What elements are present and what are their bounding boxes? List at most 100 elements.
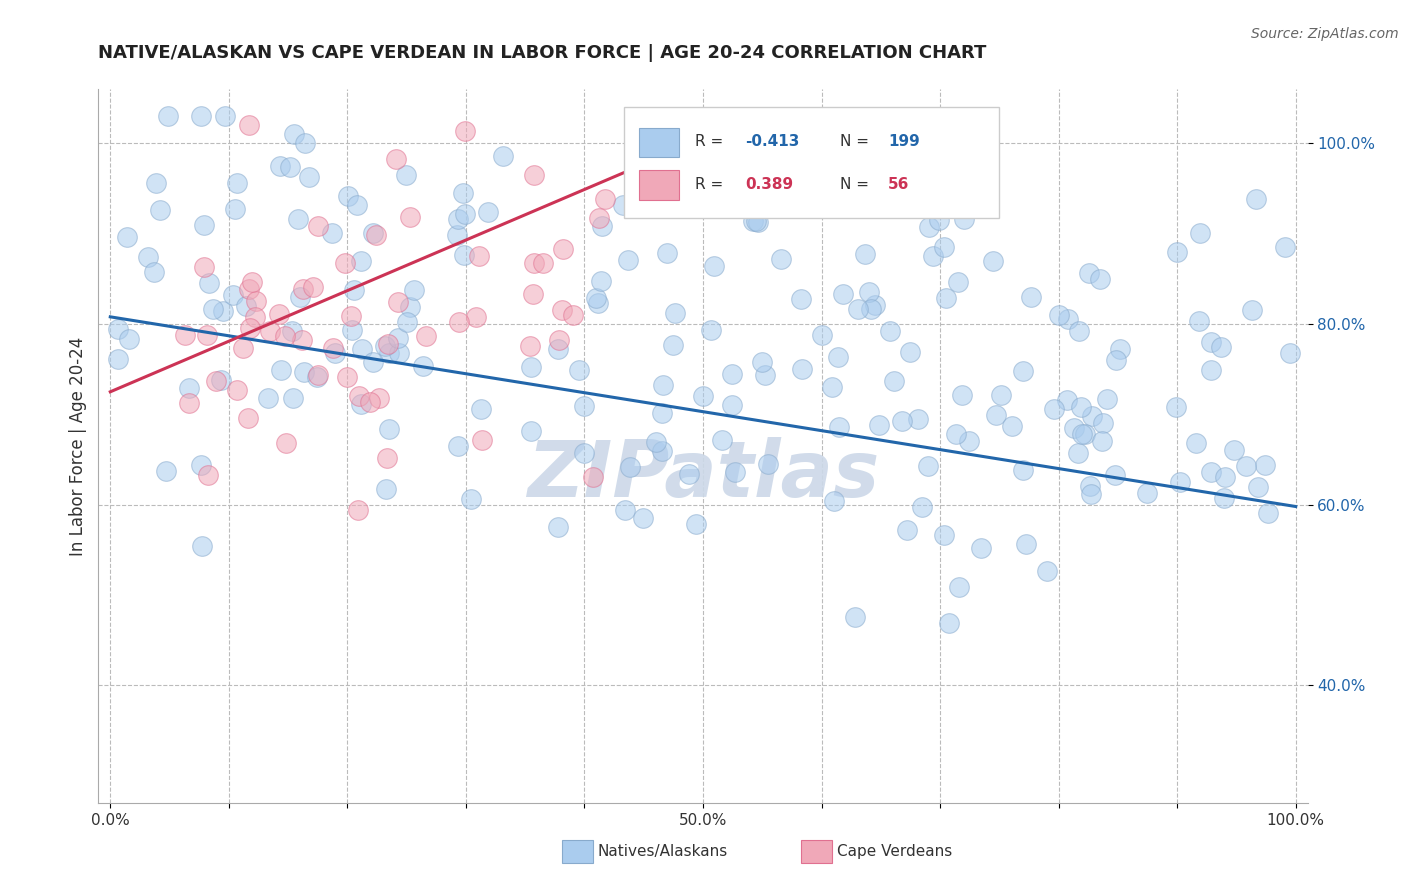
Point [711,119,734,133]
Text: N =: N = [839,177,873,192]
Point [1036,564,1059,578]
Point [190,109,212,123]
Point [1069,324,1091,338]
Text: R =: R = [695,177,728,192]
Point [754,368,776,382]
Point [492,148,515,162]
Point [957,434,980,449]
Point [375,483,398,497]
Text: 0.389: 0.389 [745,177,793,192]
Point [136,250,159,264]
Point [1080,487,1102,501]
Point [340,309,363,323]
Point [846,301,869,316]
Point [1164,401,1187,415]
Text: Natives/Alaskans: Natives/Alaskans [598,845,728,859]
Point [387,331,409,345]
Point [294,136,316,150]
Y-axis label: In Labor Force | Age 20-24: In Labor Force | Age 20-24 [69,336,87,556]
Point [239,321,262,335]
Bar [638,170,679,200]
Point [404,283,426,297]
Point [756,127,779,141]
Point [190,458,212,472]
Point [273,328,295,343]
Point [350,397,373,411]
Point [301,280,323,294]
Point [520,359,543,374]
Text: Source: ZipAtlas.com: Source: ZipAtlas.com [1251,27,1399,41]
Point [1019,290,1042,304]
Point [270,363,292,377]
Point [453,248,475,262]
Point [238,119,260,133]
Point [470,433,492,447]
Point [790,292,813,306]
Point [1213,470,1236,484]
Point [932,240,955,254]
Point [283,128,305,142]
Point [298,170,321,185]
Text: R =: R = [695,134,728,149]
Point [823,494,845,508]
Point [562,308,585,322]
Point [1279,346,1302,360]
Point [1108,342,1130,356]
Point [198,276,221,290]
Point [935,291,957,305]
Point [953,212,976,227]
Point [212,304,235,318]
Point [350,343,373,357]
Point [591,219,613,234]
Point [350,254,373,268]
Point [377,337,399,351]
Point [522,287,544,301]
Point [1241,302,1264,317]
Point [1201,334,1223,349]
Point [1209,340,1232,354]
Point [307,368,329,383]
Point [145,176,167,190]
Point [193,260,215,274]
Point [711,434,734,448]
Text: 199: 199 [889,134,920,149]
Point [1070,400,1092,414]
Point [1091,434,1114,449]
Point [257,391,280,405]
Point [879,324,901,338]
Point [853,247,876,261]
Point [464,310,486,325]
Point [1097,392,1119,407]
Point [1274,240,1296,254]
Text: -0.413: -0.413 [745,134,800,149]
Point [232,341,254,355]
Point [572,399,595,413]
Point [361,226,384,240]
Point [572,446,595,460]
Point [568,363,591,377]
Point [447,211,470,226]
Point [612,198,634,212]
Point [224,202,246,216]
Point [240,275,263,289]
Point [582,470,605,484]
Point [321,226,343,240]
Point [585,291,607,305]
Point [292,365,315,379]
Point [547,520,569,534]
Point [226,384,249,398]
Point [883,374,905,388]
Point [703,259,725,273]
Text: ZIPatlas: ZIPatlas [527,436,879,513]
Point [209,373,232,387]
Point [858,285,880,300]
Point [118,332,141,346]
Point [1047,308,1070,322]
Point [267,307,290,321]
Point [721,368,744,382]
Point [374,339,396,353]
Point [291,333,314,347]
Point [412,359,434,373]
Point [394,168,416,182]
Point [387,294,409,309]
